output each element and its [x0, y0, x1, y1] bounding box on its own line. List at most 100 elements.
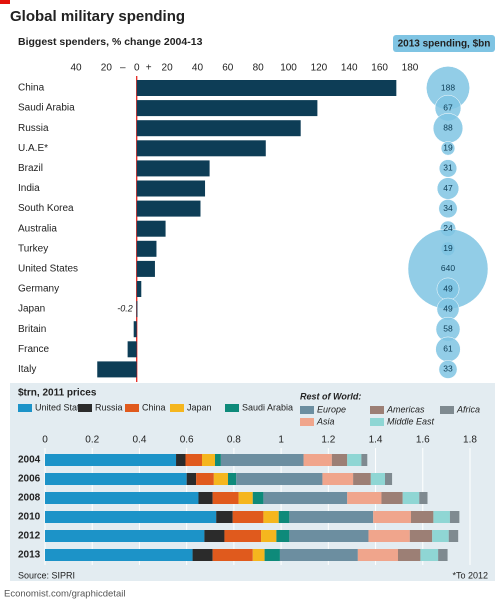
- bar-segment: [263, 492, 348, 504]
- category-label: U.A.E*: [18, 143, 48, 154]
- bar-segment: [212, 492, 239, 504]
- bar: [136, 180, 206, 197]
- legend-label: Asia: [316, 416, 335, 426]
- credit: Economist.com/graphicdetail: [4, 589, 125, 600]
- bar-segment: [448, 530, 459, 542]
- x-tick-label: 0.4: [132, 435, 146, 446]
- bar-segment: [45, 492, 199, 504]
- bar-segment: [432, 530, 449, 542]
- x-tick-label: 1.4: [369, 435, 383, 446]
- x-tick-label: 80: [253, 63, 265, 74]
- category-label: China: [18, 83, 45, 94]
- x-tick-label: 20: [162, 63, 174, 74]
- x-tick-label: 1.6: [416, 435, 430, 446]
- bar-segment: [289, 530, 369, 542]
- bar-segment: [368, 530, 410, 542]
- bar-segment: [347, 492, 382, 504]
- bubble-label: 67: [443, 102, 453, 112]
- legend-label: Japan: [187, 402, 212, 412]
- category-label: India: [18, 183, 40, 194]
- legend-label: China: [142, 402, 166, 412]
- bar-segment: [397, 549, 421, 561]
- bar-segment: [176, 454, 186, 466]
- bar-segment: [449, 511, 460, 523]
- bar-segment: [252, 492, 264, 504]
- x-tick-label: 40: [192, 63, 204, 74]
- legend-swatch: [225, 404, 239, 412]
- category-label: Brazil: [18, 163, 43, 174]
- legend-label: Russia: [95, 402, 123, 412]
- bar-segment: [204, 530, 225, 542]
- category-label: Britain: [18, 324, 46, 335]
- x-tick-label: 0.6: [180, 435, 194, 446]
- bar-segment: [361, 454, 368, 466]
- bar-segment: [353, 473, 371, 485]
- bar: [136, 140, 266, 157]
- category-label: Australia: [18, 223, 57, 234]
- bar: [136, 301, 138, 318]
- bar-segment: [196, 473, 214, 485]
- x-tick-label: 0: [42, 435, 48, 446]
- x-tick-label: 0.2: [85, 435, 99, 446]
- legend-swatch: [370, 406, 384, 414]
- bar-segment: [232, 511, 264, 523]
- bar-segment: [347, 454, 362, 466]
- bar-segment: [279, 549, 358, 561]
- category-label: 2012: [18, 531, 41, 542]
- bar-segment: [238, 492, 253, 504]
- bubble-label: 47: [443, 183, 453, 193]
- category-label: Italy: [18, 364, 36, 375]
- bar-segment: [227, 473, 237, 485]
- bubble-label: 34: [443, 203, 453, 213]
- legend-swatch: [78, 404, 92, 412]
- category-label: 2010: [18, 512, 41, 523]
- bubble-label: 19: [443, 243, 453, 253]
- bar: [127, 341, 137, 358]
- bar: [136, 80, 397, 96]
- bar: [136, 160, 210, 177]
- x-tick-label: 120: [311, 63, 328, 74]
- bar: [133, 321, 137, 338]
- bubble-label: 49: [443, 303, 453, 313]
- bubble-label: 640: [441, 263, 455, 273]
- source: Source: SIPRI: [18, 570, 75, 580]
- legend-swatch: [125, 404, 139, 412]
- category-label: 2013: [18, 550, 41, 561]
- page-title: Global military spending: [10, 8, 185, 25]
- x-tick-label: 160: [371, 63, 388, 74]
- bar-segment: [202, 454, 215, 466]
- bar-segment: [252, 549, 265, 561]
- value-label: -0.2: [117, 303, 133, 313]
- bar-segment: [215, 454, 221, 466]
- legend-swatch: [370, 418, 384, 426]
- bar: [136, 281, 142, 297]
- category-label: Japan: [18, 304, 45, 315]
- legend-group-label: Rest of World:: [300, 391, 361, 401]
- category-label: Saudi Arabia: [18, 103, 75, 114]
- bar-segment: [373, 511, 411, 523]
- bar: [136, 220, 166, 237]
- legend-swatch: [440, 406, 454, 414]
- bar-segment: [192, 549, 213, 561]
- category-label: 2006: [18, 474, 41, 485]
- bubble: [438, 360, 458, 379]
- bar-segment: [357, 549, 398, 561]
- legend-label: Middle East: [387, 416, 435, 426]
- bar: [136, 120, 301, 137]
- bar-segment: [433, 511, 450, 523]
- bar-segment: [438, 549, 448, 561]
- x-tick-label: 60: [222, 63, 234, 74]
- x-tick-label: 1: [278, 435, 284, 446]
- bar-segment: [276, 530, 290, 542]
- bubble-label: 88: [443, 122, 453, 132]
- bubble-label: 49: [443, 283, 453, 293]
- category-label: United States: [18, 264, 78, 275]
- bar-segment: [264, 549, 280, 561]
- x-tick-label: 20: [101, 63, 113, 74]
- bubble-label: 33: [443, 364, 453, 374]
- legend-swatch: [300, 406, 314, 414]
- bar-segment: [263, 511, 279, 523]
- category-label: Germany: [18, 284, 59, 295]
- bar-segment: [236, 473, 323, 485]
